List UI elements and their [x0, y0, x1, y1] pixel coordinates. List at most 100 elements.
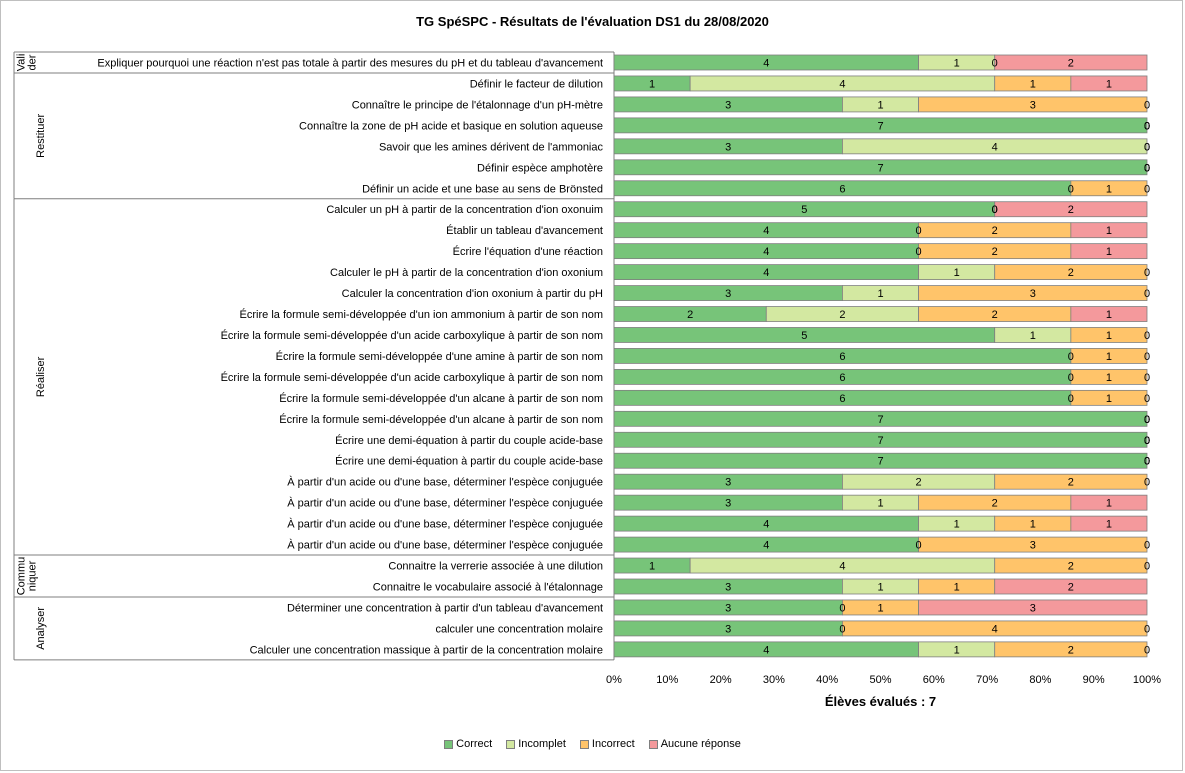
category-label: À partir d'un acide ou d'une base, déter… — [287, 539, 603, 552]
data-label-zero: 0 — [1144, 456, 1150, 468]
bar-segment-aucune-réponse — [994, 201, 1148, 218]
bar-segment-incorrect — [994, 264, 1148, 281]
data-label: 1 — [1106, 372, 1112, 384]
category-label: Connaitre le vocabulaire associé à l'éta… — [373, 582, 603, 594]
bar-segment-incorrect — [918, 96, 1148, 113]
legend-label: Correct — [456, 738, 493, 750]
x-tick-label: 10% — [656, 674, 678, 686]
data-label: 1 — [1106, 246, 1112, 258]
data-label: 3 — [725, 623, 731, 635]
data-label: 4 — [763, 267, 769, 279]
category-label: Calculer le pH à partir de la concentrat… — [330, 267, 603, 279]
data-label-zero: 0 — [992, 58, 998, 70]
data-label: 2 — [1068, 204, 1074, 216]
data-label: 3 — [725, 582, 731, 594]
data-label: 2 — [1068, 582, 1074, 594]
data-label: 1 — [1030, 330, 1036, 342]
data-label: 1 — [1106, 330, 1112, 342]
x-tick-label: 80% — [1029, 674, 1051, 686]
category-label: Calculer une concentration massique à pa… — [250, 644, 603, 656]
data-label-zero: 0 — [1144, 435, 1150, 447]
x-tick-label: 0% — [606, 674, 622, 686]
category-label: Écrire la formule semi-développée d'un a… — [221, 329, 603, 342]
data-label: 1 — [1106, 183, 1112, 195]
data-label-zero: 0 — [1144, 456, 1150, 468]
data-label: 3 — [725, 288, 731, 300]
data-label: 6 — [839, 351, 845, 363]
bar-segment-aucune-réponse — [994, 578, 1148, 595]
chart-title: TG SpéSPC - Résultats de l'évaluation DS… — [416, 14, 769, 29]
data-label-zero: 0 — [992, 204, 998, 216]
data-label: 5 — [801, 204, 807, 216]
bar-segment-incorrect — [1070, 389, 1148, 406]
data-label-zero: 0 — [1068, 372, 1074, 384]
category-label: Écrire la formule semi-développée d'une … — [276, 350, 603, 363]
data-label: 3 — [725, 99, 731, 111]
category-label: Déterminer une concentration à partir d'… — [287, 602, 603, 614]
data-label-zero: 0 — [1144, 267, 1150, 279]
bar-segment-incorrect — [1070, 368, 1148, 385]
data-label: 1 — [649, 561, 655, 573]
data-label: 1 — [877, 99, 883, 111]
data-label: 4 — [763, 644, 769, 656]
x-tick-label: 30% — [763, 674, 785, 686]
data-label: 1 — [1106, 225, 1112, 237]
data-label: 1 — [954, 582, 960, 594]
bar-segment-aucune-réponse — [1070, 243, 1148, 260]
bar-segment-incorrect — [1070, 348, 1148, 364]
category-label: Écrire l'équation d'une réaction — [453, 245, 603, 258]
bar-segment-incorrect — [994, 641, 1148, 658]
legend-swatch — [506, 739, 516, 749]
data-label: 1 — [877, 582, 883, 594]
bar-segment-aucune-réponse — [1070, 222, 1148, 239]
data-label-zero: 0 — [1144, 456, 1150, 468]
data-label-zero: 0 — [1068, 351, 1074, 363]
data-label: 7 — [877, 456, 883, 468]
data-label: 4 — [839, 78, 845, 90]
data-label: 1 — [954, 519, 960, 531]
category-label: Connaître le principe de l'étalonnage d'… — [352, 99, 603, 111]
bar-segment-aucune-réponse — [1070, 306, 1148, 322]
data-label: 3 — [725, 498, 731, 510]
data-label: 3 — [1030, 288, 1036, 300]
data-label: 3 — [1030, 99, 1036, 111]
data-label-zero: 0 — [1144, 561, 1150, 573]
category-label: Établir un tableau d'avancement — [446, 224, 603, 237]
legend-item: Incomplet — [506, 738, 566, 750]
data-label-zero: 0 — [1144, 141, 1150, 153]
data-label: 1 — [1030, 78, 1036, 90]
data-label-zero: 0 — [992, 204, 998, 216]
legend: Correct Incomplet Incorrect Aucune réponse — [0, 738, 1185, 750]
data-label: 4 — [992, 623, 998, 635]
data-label: 2 — [1068, 561, 1074, 573]
category-label: Écrire une demi-équation à partir du cou… — [335, 455, 603, 468]
data-label: 4 — [839, 561, 845, 573]
category-label: Écrire la formule semi-développée d'un a… — [221, 371, 603, 384]
category-label: Définir un acide et une base au sens de … — [362, 183, 603, 195]
data-label: 4 — [763, 58, 769, 70]
data-label-zero: 0 — [1144, 477, 1150, 489]
group-label: Restituer — [35, 114, 47, 158]
category-label: Connaître la zone de pH acide et basique… — [299, 120, 603, 132]
bar-segment-incorrect — [994, 473, 1148, 490]
data-label-zero: 0 — [1144, 183, 1150, 195]
legend-swatch — [648, 739, 658, 749]
category-label: À partir d'un acide ou d'une base, déter… — [287, 497, 603, 510]
x-tick-label: 60% — [923, 674, 945, 686]
data-label: 7 — [877, 414, 883, 426]
category-label: Calculer un pH à partir de la concentrat… — [326, 204, 603, 216]
data-label-zero: 0 — [1144, 540, 1150, 552]
bar-segment-aucune-réponse — [994, 54, 1148, 71]
data-label: 3 — [725, 141, 731, 153]
data-label: 3 — [1030, 602, 1036, 614]
data-label-zero: 0 — [916, 540, 922, 552]
category-label: calculer une concentration molaire — [435, 623, 603, 635]
category-label: À partir d'un acide ou d'une base, déter… — [287, 476, 603, 489]
data-label: 1 — [877, 498, 883, 510]
bar-segment-incorrect — [994, 557, 1148, 574]
data-label: 1 — [1106, 519, 1112, 531]
data-label: 1 — [649, 78, 655, 90]
data-label: 1 — [1106, 351, 1112, 363]
data-label-zero: 0 — [1144, 435, 1150, 447]
x-tick-label: 40% — [816, 674, 838, 686]
